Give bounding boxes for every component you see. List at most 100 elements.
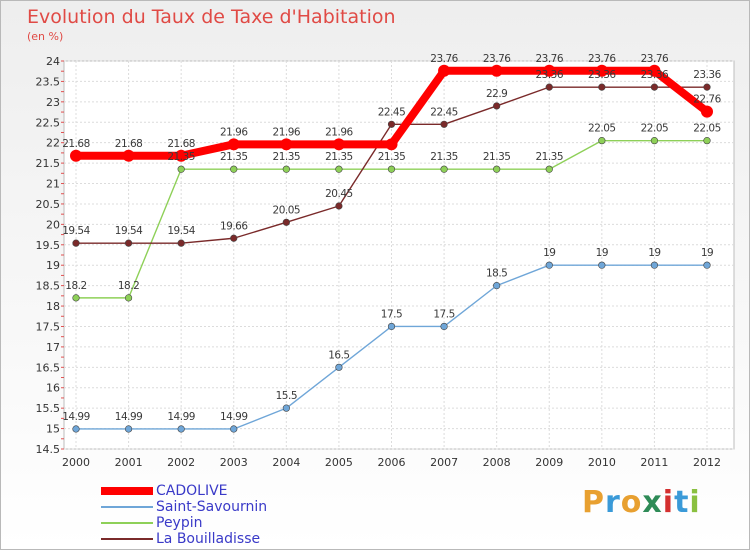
data-label: 23.76 (535, 53, 563, 65)
data-point (124, 294, 133, 302)
data-label: 14.99 (62, 411, 90, 423)
logo-letter: t (674, 485, 690, 520)
data-point (440, 165, 448, 173)
chart-subtitle: (en %) (27, 30, 64, 43)
data-label: 21.35 (167, 151, 195, 163)
data-label: 18.2 (118, 280, 139, 292)
x-tick-label: 2001 (115, 456, 143, 469)
data-label: 23.76 (430, 53, 458, 65)
data-point (545, 261, 553, 269)
data-label: 14.99 (115, 411, 143, 423)
data-label: 23.76 (483, 53, 511, 65)
data-point (124, 425, 133, 433)
logo-letter: i (689, 485, 701, 520)
data-point (177, 165, 185, 173)
y-tick-label: 14.5 (36, 443, 61, 456)
data-label: 19.54 (62, 225, 90, 237)
x-tick-label: 2000 (62, 456, 90, 469)
data-point (332, 138, 345, 151)
y-tick-label: 15.5 (36, 402, 61, 415)
data-point (335, 363, 343, 371)
legend-swatch (101, 522, 153, 524)
data-label: 22.05 (641, 123, 669, 135)
data-point (175, 149, 188, 162)
data-point (493, 282, 501, 290)
data-label: 21.35 (220, 151, 248, 163)
data-point (385, 138, 398, 151)
data-point (282, 165, 290, 173)
data-label: 23.36 (641, 69, 669, 81)
data-label: 20.45 (325, 188, 353, 200)
data-label: 19 (701, 247, 713, 259)
data-point (493, 102, 501, 110)
data-point (650, 137, 659, 145)
y-tick-label: 21 (46, 178, 60, 191)
data-point (650, 261, 659, 269)
y-tick-label: 17 (46, 341, 60, 354)
y-tick-label: 22 (46, 137, 60, 150)
data-label: 15.5 (276, 390, 297, 402)
data-label: 22.05 (588, 123, 616, 135)
data-label: 21.96 (220, 126, 248, 138)
y-tick-label: 20.5 (36, 198, 61, 211)
data-label: 22.45 (430, 106, 458, 118)
data-label: 21.35 (430, 151, 458, 163)
x-tick-label: 2008 (483, 456, 511, 469)
x-tick-label: 2012 (693, 456, 721, 469)
chart-title: Evolution du Taux de Taxe d'Habitation (27, 6, 396, 28)
y-tick-label: 22.5 (36, 116, 61, 129)
data-point (230, 234, 238, 242)
y-tick-label: 18 (46, 300, 60, 313)
data-label: 23.36 (693, 69, 721, 81)
data-label: 23.36 (535, 69, 563, 81)
data-point (72, 294, 80, 302)
y-tick-label: 20 (46, 218, 60, 231)
data-label: 14.99 (167, 411, 195, 423)
data-label: 17.5 (381, 308, 402, 320)
logo-letter: r (605, 485, 621, 520)
data-label: 19.54 (167, 225, 195, 237)
data-point (282, 404, 290, 412)
data-label: 18.5 (486, 268, 507, 280)
y-tick-label: 16 (46, 382, 60, 395)
data-label: 17.5 (433, 308, 454, 320)
data-point (335, 165, 343, 173)
y-tick-label: 16.5 (36, 361, 61, 374)
data-point (177, 239, 185, 247)
logo-letter: P (582, 485, 605, 520)
data-point (701, 105, 713, 118)
data-label: 18.2 (65, 280, 86, 292)
data-point (703, 137, 711, 145)
data-point (440, 322, 448, 331)
data-point (648, 64, 661, 77)
data-label: 23.36 (588, 69, 616, 81)
logo-letter: o (620, 485, 643, 520)
data-point (122, 149, 135, 162)
data-point (72, 425, 80, 433)
data-label: 22.05 (693, 123, 721, 135)
data-point (440, 120, 448, 128)
x-tick-label: 2006 (378, 456, 406, 469)
data-point (70, 149, 82, 162)
data-point (598, 83, 606, 91)
logo-letter: i (662, 485, 675, 520)
legend-label: La Bouilladisse (156, 531, 261, 547)
data-label: 14.99 (220, 411, 248, 423)
x-tick-label: 2011 (640, 456, 668, 469)
data-label: 23.76 (641, 53, 669, 65)
data-point (598, 137, 606, 145)
data-point (177, 425, 185, 433)
data-label: 22.45 (378, 106, 406, 118)
x-tick-label: 2009 (535, 456, 563, 469)
data-point (595, 64, 608, 77)
data-label: 16.5 (328, 349, 349, 361)
data-point (545, 83, 553, 91)
legend-swatch (101, 538, 153, 540)
x-tick-label: 2005 (325, 456, 353, 469)
x-tick-label: 2004 (272, 456, 300, 469)
y-tick-label: 21.5 (36, 157, 61, 170)
data-point (387, 120, 396, 128)
data-point (282, 218, 290, 226)
data-point (72, 239, 80, 247)
